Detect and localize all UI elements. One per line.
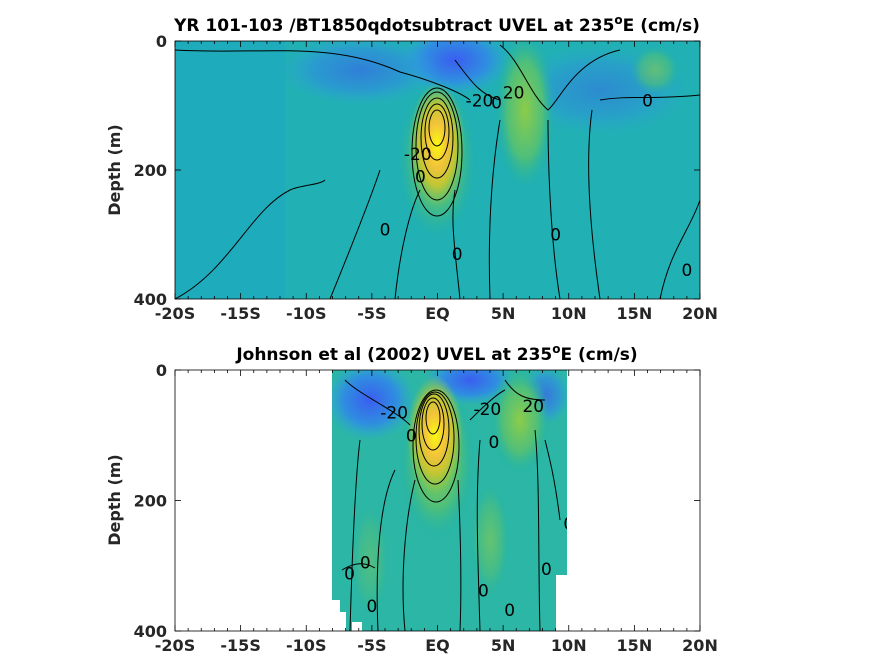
x-tick-label: EQ xyxy=(425,636,450,655)
chart-panel-top: YR 101-103 /BT1850qdotsubtract UVEL at 2… xyxy=(105,13,718,323)
x-tick-label: -10S xyxy=(286,636,326,655)
x-tick-label: 10N xyxy=(551,304,587,323)
y-tick-label: 200 xyxy=(134,161,167,180)
x-tick-label: EQ xyxy=(425,304,450,323)
y-tick-label: 200 xyxy=(134,492,167,511)
contour-label: 0 xyxy=(415,167,426,187)
y-tick-label: 400 xyxy=(134,622,167,641)
x-tick-label: 15N xyxy=(617,636,653,655)
contour-label: 0 xyxy=(491,93,502,113)
x-tick-label: 15N xyxy=(617,304,653,323)
x-tick-label: -5S xyxy=(357,304,386,323)
chart-title-top: YR 101-103 /BT1850qdotsubtract UVEL at 2… xyxy=(173,13,700,36)
contour-label: 0 xyxy=(563,514,574,534)
contour-label: -20 xyxy=(380,403,408,423)
x-tick-label: -15S xyxy=(220,304,260,323)
x-tick-label: 20N xyxy=(682,304,718,323)
contour-label: 0 xyxy=(504,601,515,621)
y-tick-label: 0 xyxy=(156,361,167,380)
chart-panel-bottom: Johnson et al (2002) UVEL at 235oE (cm/s… xyxy=(105,342,718,655)
x-tick-label: 20N xyxy=(682,636,718,655)
y-tick-label: 0 xyxy=(156,32,167,51)
y-axis-label-bottom: Depth (m) xyxy=(105,454,124,546)
y-tick-label: 400 xyxy=(134,290,167,309)
x-tick-label: -15S xyxy=(220,636,260,655)
contour-label: 20 xyxy=(522,397,544,417)
y-axis-label-top: Depth (m) xyxy=(105,124,124,216)
x-axis-top: -20S -15S -10S -5S EQ 5N 10N 15N 20N xyxy=(155,41,718,323)
contour-label: 0 xyxy=(550,226,561,246)
x-tick-label: 5N xyxy=(491,304,516,323)
contour-label: 0 xyxy=(360,553,371,573)
contour-label: 0 xyxy=(489,433,500,453)
contour-label: 0 xyxy=(366,597,377,617)
x-tick-label: 5N xyxy=(491,636,516,655)
contour-label: 0 xyxy=(541,560,552,580)
x-tick-label: -10S xyxy=(286,304,326,323)
x-axis-bottom: -20S -15S -10S -5S EQ 5N 10N 15N 20N xyxy=(155,370,718,655)
contour-label: 20 xyxy=(503,84,525,104)
contour-label: 0 xyxy=(478,582,489,602)
x-tick-label: -20S xyxy=(155,304,195,323)
x-tick-label: -20S xyxy=(155,636,195,655)
x-tick-label: 10N xyxy=(551,636,587,655)
contour-label: 0 xyxy=(380,220,391,240)
contour-label: -20 xyxy=(473,400,501,420)
contour-label: 0 xyxy=(681,261,692,281)
contour-label: 0 xyxy=(344,565,355,585)
contour-label: -20 xyxy=(466,91,494,111)
x-tick-label: -5S xyxy=(357,636,386,655)
contour-label: -20 xyxy=(404,145,432,165)
contour-label: 0 xyxy=(642,91,653,111)
contour-label: 0 xyxy=(452,245,463,265)
contour-label: 0 xyxy=(406,426,417,446)
chart-title-bottom: Johnson et al (2002) UVEL at 235oE (cm/s… xyxy=(235,342,637,365)
